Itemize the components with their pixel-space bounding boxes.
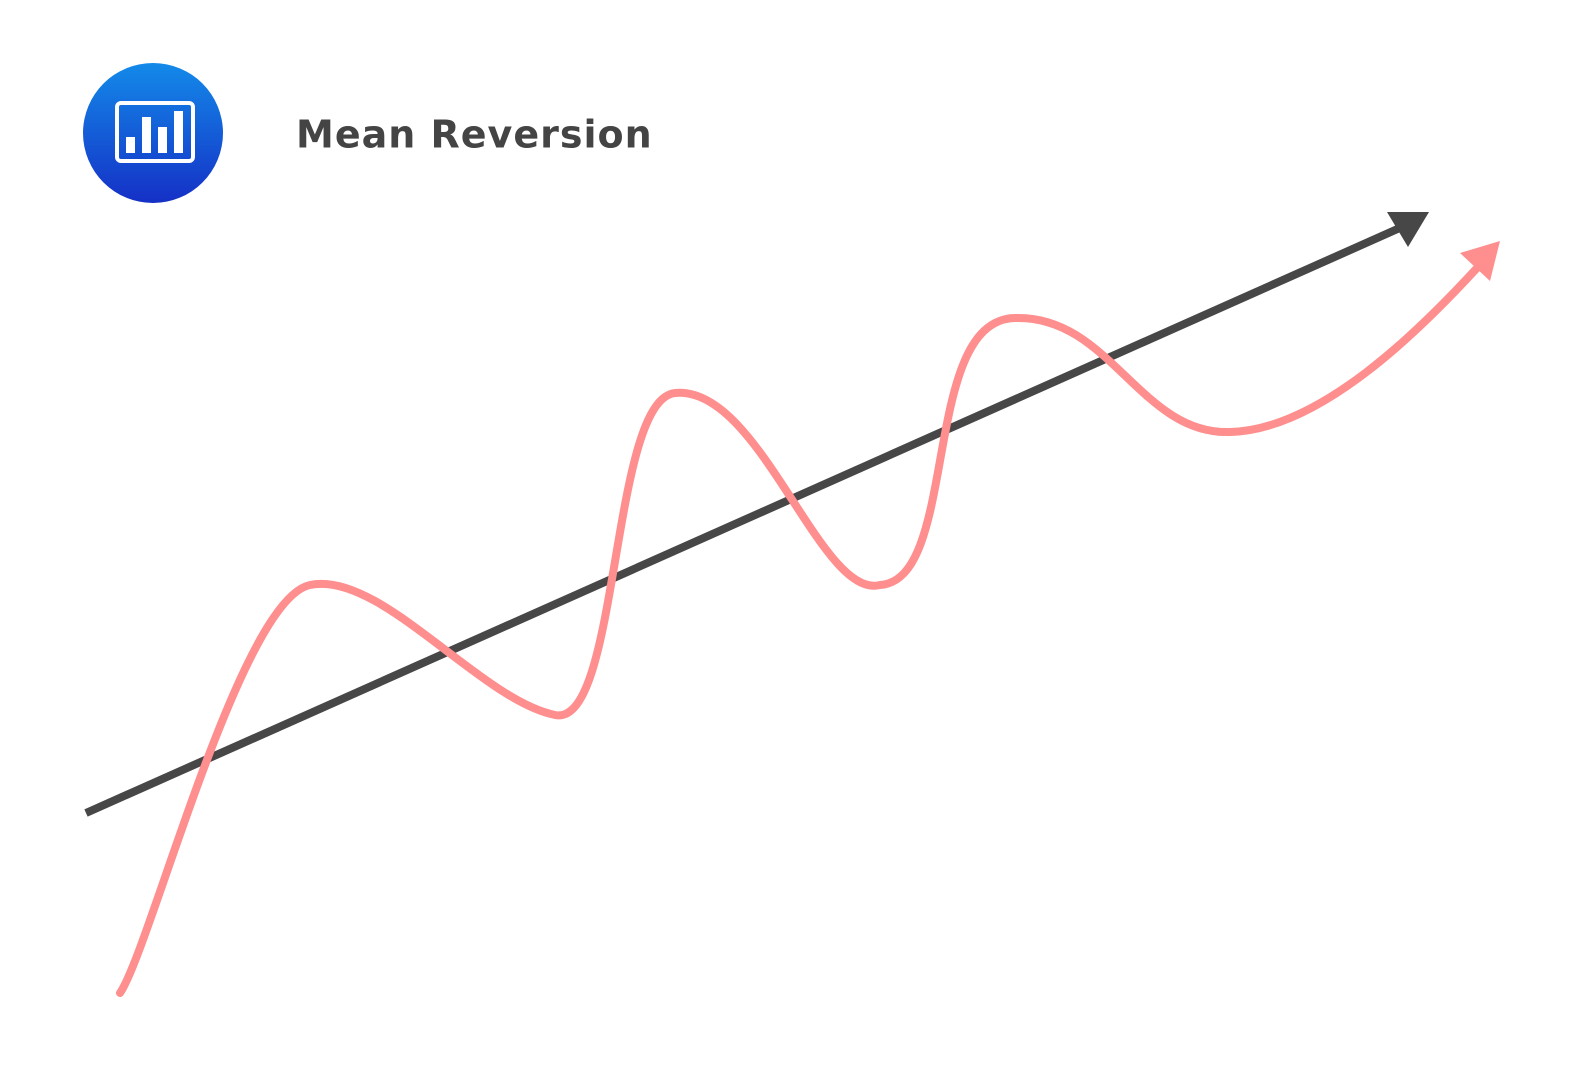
- icon-circle: [83, 63, 223, 203]
- price-curve: [116, 264, 1481, 997]
- title: Mean Reversion: [296, 113, 653, 157]
- trend-arrowhead: [1387, 212, 1429, 247]
- price-path: [116, 241, 1500, 997]
- icon-bar: [126, 137, 135, 153]
- icon-bar: [174, 111, 183, 153]
- mean-trend: [84, 212, 1429, 817]
- icon-bar: [142, 117, 151, 153]
- price-arrowhead: [1460, 241, 1500, 281]
- icon-frame: [115, 101, 195, 163]
- trend-line: [84, 223, 1404, 817]
- icon-bar: [158, 127, 167, 153]
- logo-icon: [83, 63, 223, 203]
